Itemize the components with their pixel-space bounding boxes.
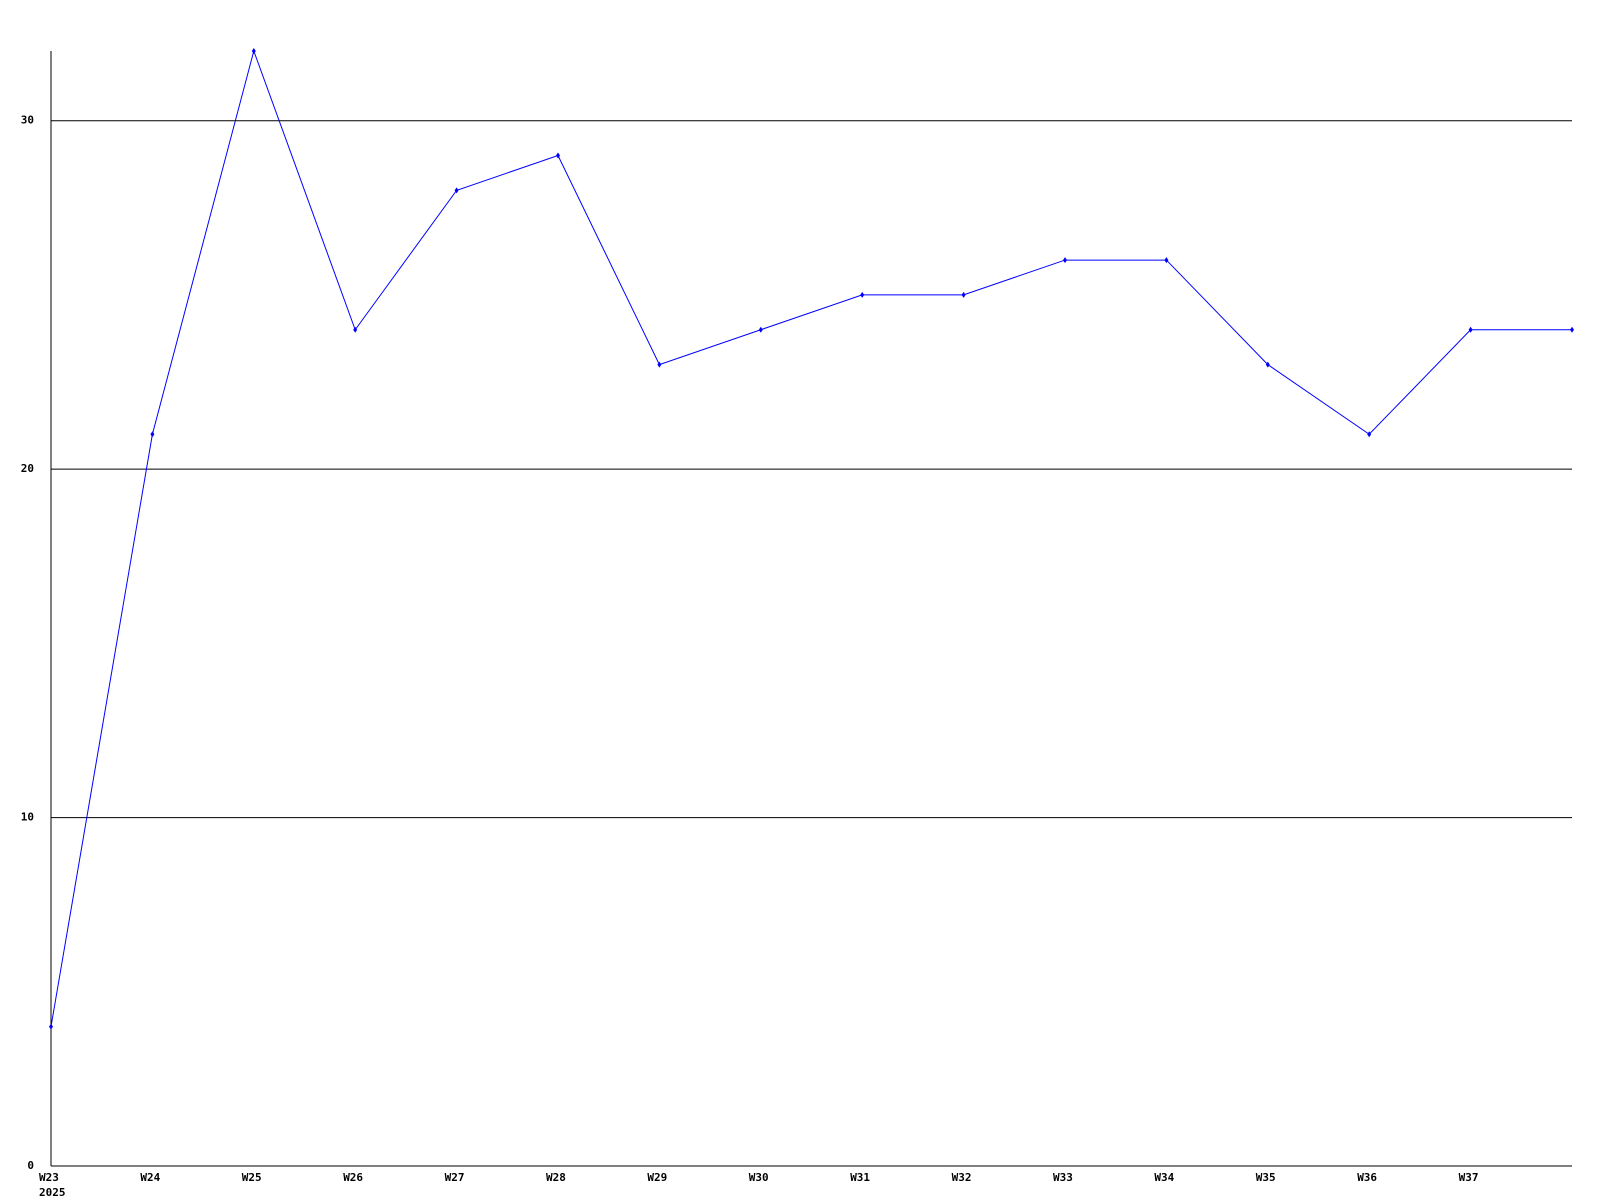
point-marker: [556, 152, 560, 159]
y-tick-label: 10: [21, 811, 34, 824]
y-tick-label: 0: [27, 1159, 34, 1172]
point-marker: [1570, 326, 1574, 333]
series-line: [50, 49, 1572, 1027]
x-tick-label: W30: [749, 1171, 769, 1184]
x-tick-label: W36: [1357, 1171, 1377, 1184]
y-tick-label: 30: [21, 114, 34, 127]
x-tick-label: W25: [242, 1171, 262, 1184]
x-tick-label: W37: [1459, 1171, 1479, 1184]
x-tick-label: W32: [952, 1171, 972, 1184]
x-tick-label: W23: [39, 1171, 59, 1184]
point-marker: [758, 326, 763, 333]
point-marker: [150, 431, 155, 438]
point-marker: [860, 291, 865, 298]
x-year-label: 2025: [39, 1186, 66, 1199]
point-marker: [961, 291, 966, 298]
x-tick-label: W24: [140, 1171, 160, 1184]
point-marker: [1265, 361, 1270, 368]
x-tick-label: W28: [546, 1171, 566, 1184]
x-tick-label: W27: [445, 1171, 465, 1184]
x-tick-label: W26: [343, 1171, 363, 1184]
point-marker: [1367, 431, 1372, 438]
x-tick-label: W33: [1053, 1171, 1073, 1184]
point-marker: [251, 48, 256, 54]
point-marker: [1468, 326, 1473, 333]
x-tick-label: W35: [1256, 1171, 1276, 1184]
point-marker: [1063, 257, 1067, 264]
y-tick-label: 20: [21, 462, 34, 475]
point-marker: [454, 187, 459, 194]
x-tick-label: W29: [647, 1171, 667, 1184]
x-tick-label: W31: [850, 1171, 870, 1184]
point-marker: [657, 361, 662, 368]
point-marker: [49, 1023, 53, 1030]
point-marker: [353, 326, 358, 333]
point-marker: [1164, 257, 1169, 264]
x-tick-label: W34: [1154, 1171, 1174, 1184]
